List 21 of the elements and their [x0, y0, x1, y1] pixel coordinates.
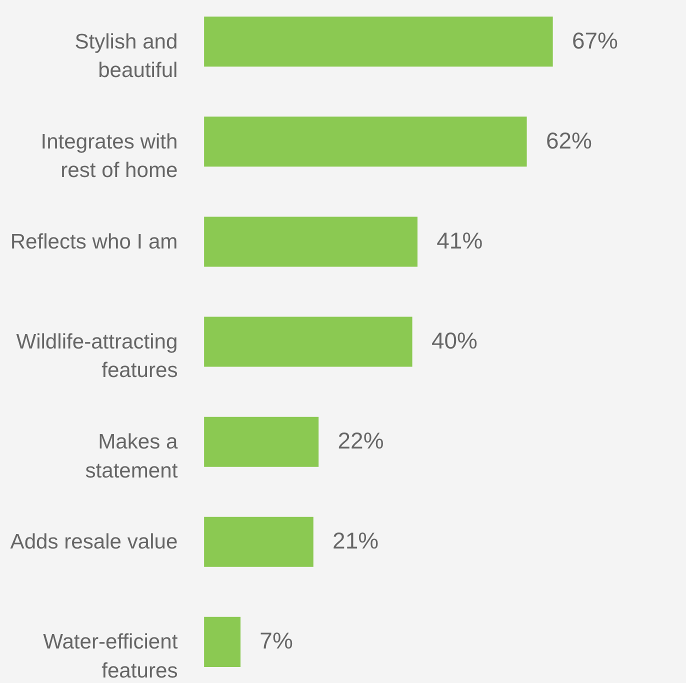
y-tick-label: Wildlife-attracting features — [16, 330, 178, 382]
data-label: 40% — [431, 327, 478, 354]
bar — [204, 216, 418, 267]
y-tick-label: Integrates with rest of home — [40, 130, 178, 182]
y-tick-label: Makes a statement — [85, 430, 178, 482]
y-tick-label: Water-efficient features — [43, 630, 178, 682]
bar — [204, 416, 319, 467]
data-label: 7% — [260, 628, 293, 654]
data-label: 41% — [436, 227, 483, 254]
data-label: 21% — [332, 528, 379, 554]
bar — [204, 516, 314, 567]
bar — [204, 16, 553, 67]
data-label: 62% — [546, 127, 592, 154]
data-label: 67% — [572, 27, 618, 54]
bar — [204, 116, 527, 167]
data-label: 22% — [338, 428, 384, 454]
y-tick-label: Stylish and beautiful — [74, 30, 178, 82]
bar — [204, 616, 241, 667]
bar — [204, 316, 412, 367]
y-tick-label: Reflects who I am — [10, 230, 178, 254]
y-tick-label: Adds resale value — [10, 530, 178, 554]
